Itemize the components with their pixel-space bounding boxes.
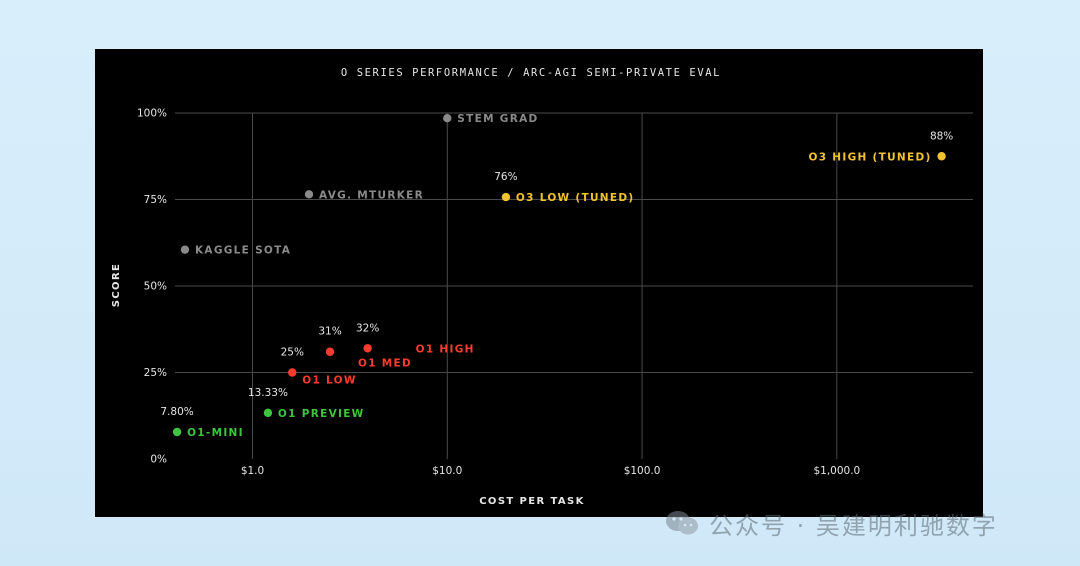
point-label: O1-MINI	[187, 427, 244, 439]
chart-title: O SERIES PERFORMANCE / ARC-AGI SEMI-PRIV…	[341, 67, 721, 79]
point-value-label: 76%	[494, 171, 517, 183]
point-value-label: 88%	[930, 130, 953, 142]
x-tick-label: $1,000.0	[813, 465, 860, 477]
point-label: AVG. MTURKER	[319, 189, 424, 201]
point-label: O1 HIGH	[416, 343, 475, 355]
axes: 0% 25% 50% 75% 100% $1.0 $10.0 $100.0 $1,000.0	[137, 108, 860, 478]
y-tick-label: 50%	[144, 281, 167, 293]
watermark-text: 公众号 · 吴建明利驰数字	[709, 511, 998, 540]
wechat-icon	[665, 510, 699, 536]
point-label: O1 MED	[358, 358, 412, 370]
data-point	[304, 190, 314, 199]
data-point	[501, 192, 511, 202]
point-value-label: 7.80%	[160, 406, 193, 418]
point-label: O1 PREVIEW	[278, 408, 365, 420]
chart-panel: 0% 25% 50% 75% 100% $1.0 $10.0 $100.0 $1,000.0 S…	[95, 49, 983, 517]
x-tick-label: $1.0	[241, 465, 264, 477]
data-point	[288, 368, 297, 377]
y-tick-label: 25%	[144, 367, 167, 379]
data-point	[180, 245, 190, 254]
grid	[175, 112, 973, 459]
y-tick-label: 75%	[144, 194, 167, 206]
x-tick-label: $10.0	[432, 465, 462, 477]
point-label: KAGGLE SOTA	[195, 245, 291, 257]
x-tick-label: $100.0	[624, 465, 661, 477]
data-point	[363, 344, 372, 353]
data-points: STEM GRAD AVG. MTURKER KAGGLE SOTA O3 HIGH …	[160, 113, 953, 439]
point-label: O3 LOW (TUNED)	[516, 192, 635, 204]
data-point	[172, 427, 182, 437]
point-value-label: 13.33%	[248, 387, 288, 399]
y-tick-label: 0%	[150, 454, 167, 466]
scatter-chart: 0% 25% 50% 75% 100% $1.0 $10.0 $100.0 $1,000.0 S…	[111, 67, 973, 507]
point-label: STEM GRAD	[457, 113, 538, 125]
data-point	[263, 408, 273, 418]
data-point	[937, 152, 946, 161]
point-label: O1 LOW	[302, 375, 357, 387]
point-label: O3 HIGH (TUNED)	[809, 151, 932, 163]
x-axis-title: COST PER TASK	[479, 496, 585, 507]
watermark: 公众号 · 吴建明利驰数字	[665, 503, 998, 543]
data-point	[443, 113, 452, 123]
y-tick-label: 100%	[137, 108, 167, 120]
point-value-label: 32%	[356, 322, 379, 334]
data-point	[325, 347, 335, 356]
point-value-label: 31%	[318, 326, 341, 338]
y-axis-title: SCORE	[111, 263, 122, 308]
point-value-label: 25%	[281, 347, 304, 359]
